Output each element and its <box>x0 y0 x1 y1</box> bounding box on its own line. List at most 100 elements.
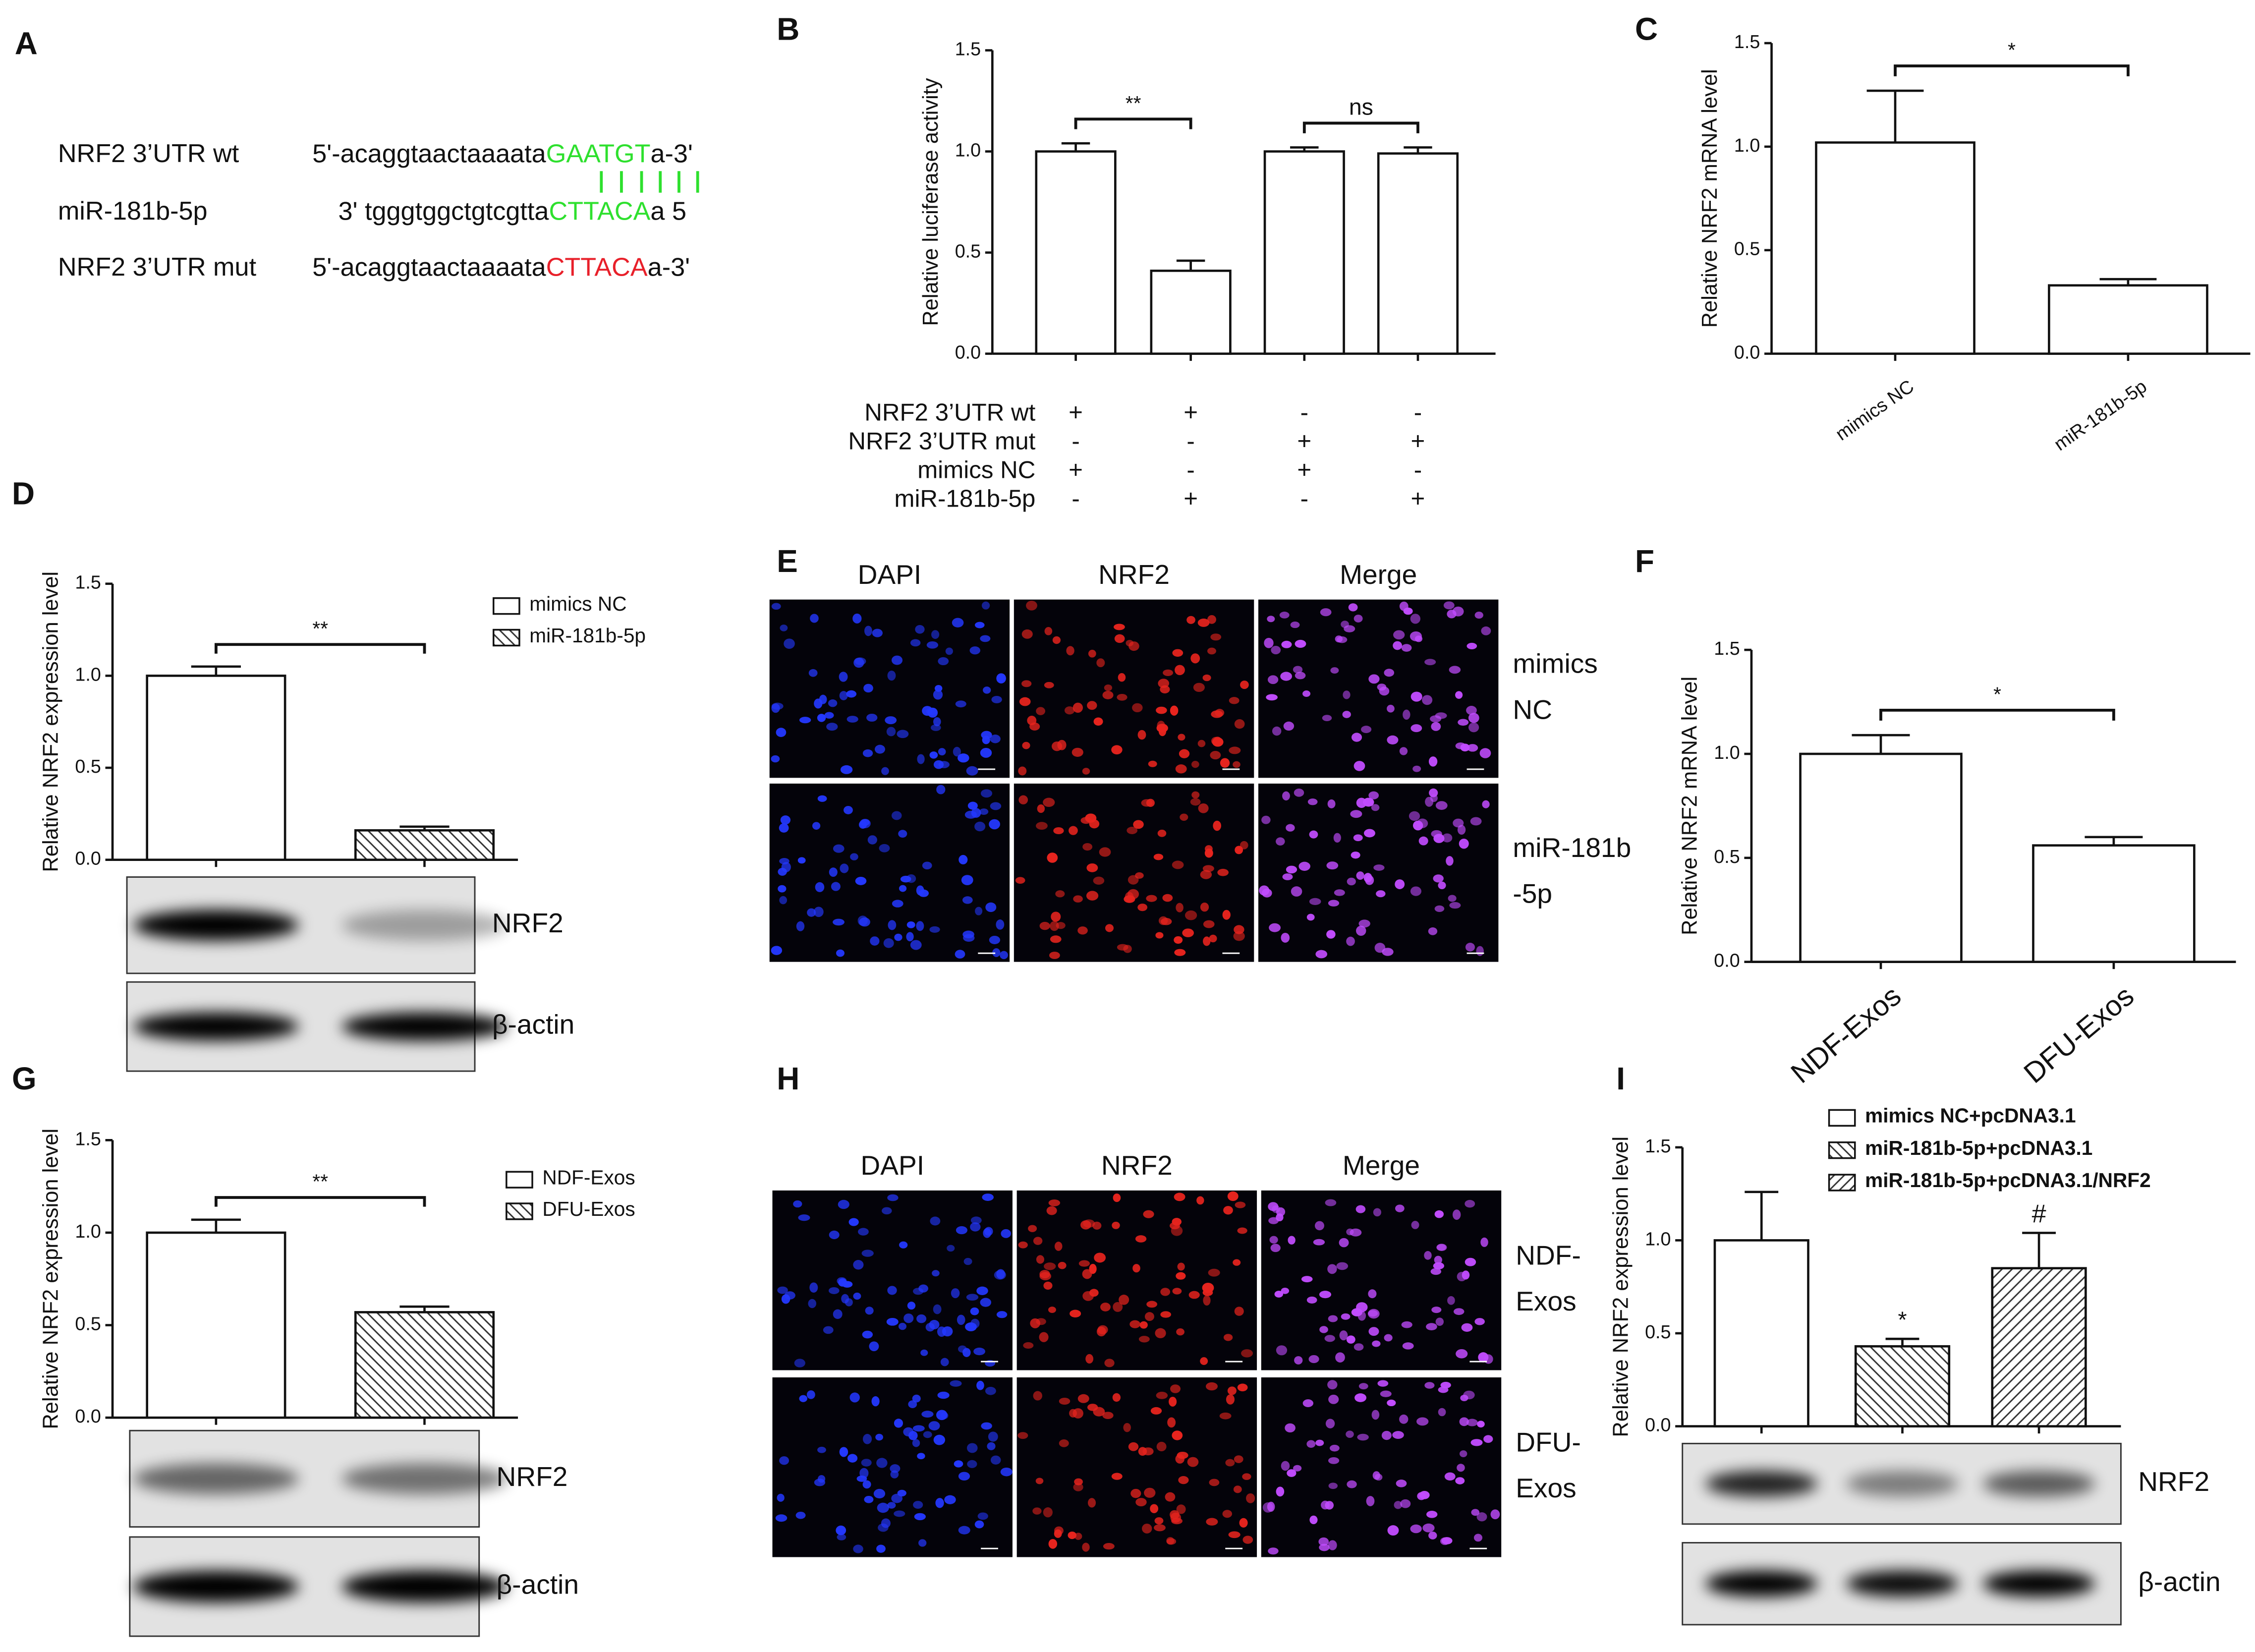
cell-nucleus <box>771 603 781 610</box>
y-axis-label: Relative NRF2 expression level <box>39 571 63 872</box>
cell-nucleus <box>1293 1465 1302 1472</box>
cell-nucleus <box>1343 690 1351 699</box>
cell-nucleus <box>1157 721 1165 731</box>
condition-label: NRF2 3’UTR wt <box>864 399 1035 426</box>
cell-nucleus <box>1313 1239 1325 1246</box>
significance-bracket <box>215 643 426 654</box>
cell-nucleus <box>1160 685 1170 693</box>
cell-nucleus <box>1186 616 1195 624</box>
cell-nucleus <box>1261 815 1271 824</box>
cell-nucleus <box>1399 1414 1409 1424</box>
cell-nucleus <box>1242 1473 1251 1480</box>
cell-nucleus <box>958 1526 970 1535</box>
cell-nucleus <box>937 1391 950 1399</box>
cell-nucleus <box>1357 1433 1369 1441</box>
column-label: NRF2 <box>1098 559 1170 590</box>
cell-nucleus <box>1217 868 1229 876</box>
cell-nucleus <box>1050 921 1059 931</box>
cell-nucleus <box>906 932 914 942</box>
row-label: miR-181b <box>1513 832 1631 863</box>
micrograph <box>1016 1377 1257 1557</box>
cell-nucleus <box>990 735 1001 743</box>
cell-nucleus <box>1200 1357 1208 1365</box>
cell-nucleus <box>1293 666 1303 674</box>
cell-nucleus <box>1044 682 1054 688</box>
cell-nucleus <box>1160 917 1172 925</box>
cell-nucleus <box>1393 630 1405 640</box>
cell-nucleus <box>1033 1391 1042 1401</box>
cell-nucleus <box>992 948 1001 957</box>
cell-nucleus <box>1416 818 1428 828</box>
blot-label: β-actin <box>497 1569 579 1600</box>
cell-nucleus <box>1072 702 1083 713</box>
cell-nucleus <box>853 1292 861 1300</box>
cell-nucleus <box>1036 707 1046 715</box>
cell-nucleus <box>971 808 981 818</box>
cell-nucleus <box>1127 827 1138 835</box>
cell-nucleus <box>1400 1499 1411 1508</box>
cell-nucleus <box>1438 881 1446 889</box>
cell-nucleus <box>916 1314 927 1323</box>
y-axis-label: Relative NRF2 mRNA level <box>1678 677 1702 935</box>
cell-nucleus <box>1461 1323 1473 1332</box>
cell-nucleus <box>864 626 872 636</box>
cell-nucleus <box>808 669 818 677</box>
cell-nucleus <box>1175 665 1185 676</box>
bar <box>1799 752 1963 963</box>
blot-band <box>1982 1570 2095 1597</box>
error-bar <box>399 1305 450 1312</box>
cell-nucleus <box>1446 856 1454 866</box>
cell-nucleus <box>814 1479 826 1486</box>
cell-nucleus <box>1155 1328 1166 1338</box>
cell-nucleus <box>987 1442 996 1450</box>
cell-nucleus <box>933 717 941 727</box>
cell-nucleus <box>1233 931 1245 941</box>
significance-label: ** <box>312 1170 328 1193</box>
cell-nucleus <box>887 1194 899 1201</box>
cell-nucleus <box>1206 1518 1218 1526</box>
cell-nucleus <box>1237 1383 1248 1392</box>
cell-nucleus <box>849 1392 860 1403</box>
cell-nucleus <box>973 1347 985 1356</box>
cell-nucleus <box>981 731 992 739</box>
cell-nucleus <box>793 1200 802 1208</box>
cell-nucleus <box>881 767 889 775</box>
cell-nucleus <box>1471 1509 1480 1516</box>
cell-nucleus <box>847 1454 858 1463</box>
cell-nucleus <box>886 1317 899 1326</box>
cell-nucleus <box>1426 1323 1437 1330</box>
condition-label: miR-181b-5p <box>894 485 1035 513</box>
bar <box>1035 150 1117 355</box>
cell-nucleus <box>870 936 880 946</box>
cell-nucleus <box>796 921 805 931</box>
cell-nucleus <box>1211 710 1223 718</box>
cell-nucleus <box>1200 902 1209 912</box>
cell-nucleus <box>1276 1207 1286 1216</box>
legend-swatch <box>506 1202 533 1220</box>
cell-nucleus <box>807 908 816 917</box>
cell-nucleus <box>828 699 838 707</box>
cell-nucleus <box>771 946 783 955</box>
legend-label: miR-181b-5p+pcDNA3.1 <box>1865 1137 2092 1159</box>
cell-nucleus <box>1341 1313 1351 1320</box>
cell-nucleus <box>1039 921 1050 930</box>
condition-sign: - <box>1300 485 1308 513</box>
cell-nucleus <box>1018 766 1027 776</box>
cell-nucleus <box>1240 841 1248 850</box>
cell-nucleus <box>1269 923 1281 932</box>
y-tick-label: 0.0 <box>1734 342 1760 363</box>
cell-nucleus <box>1403 709 1410 720</box>
cell-nucleus <box>929 751 938 759</box>
cell-nucleus <box>863 684 873 693</box>
cell-nucleus <box>1276 837 1285 846</box>
cell-nucleus <box>779 823 789 833</box>
blot-label: NRF2 <box>2138 1466 2209 1497</box>
cell-nucleus <box>1325 1199 1337 1206</box>
cell-nucleus <box>984 1227 993 1236</box>
cell-nucleus <box>910 639 921 647</box>
cell-nucleus <box>797 857 806 864</box>
cell-nucleus <box>1356 798 1367 808</box>
cell-nucleus <box>1209 1479 1220 1486</box>
cell-nucleus <box>1301 1276 1313 1283</box>
